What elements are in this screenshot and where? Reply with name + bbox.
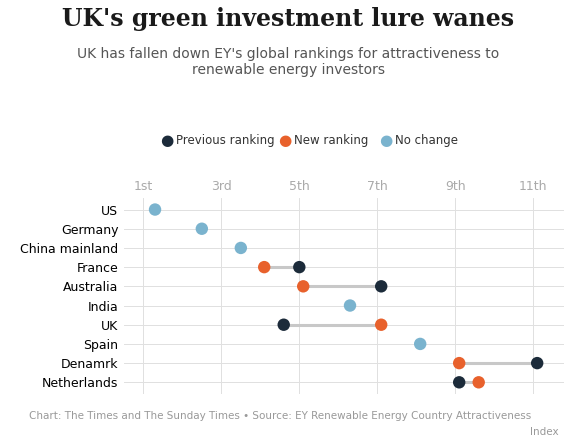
Text: UK's green investment lure wanes: UK's green investment lure wanes: [62, 7, 514, 31]
Point: [236, 244, 245, 251]
Point: [346, 302, 355, 309]
Point: [454, 379, 464, 386]
Point: [377, 283, 386, 290]
Point: [474, 379, 483, 386]
Text: Index: Index: [530, 427, 559, 437]
Text: ●: ●: [278, 133, 292, 148]
Point: [197, 225, 206, 232]
Point: [295, 263, 304, 271]
Text: New ranking: New ranking: [294, 134, 368, 147]
Point: [279, 321, 289, 328]
Text: ●: ●: [379, 133, 393, 148]
Text: ●: ●: [160, 133, 174, 148]
Point: [260, 263, 269, 271]
Text: No change: No change: [395, 134, 457, 147]
Point: [377, 321, 386, 328]
Point: [416, 340, 425, 348]
Point: [454, 360, 464, 367]
Text: Chart: The Times and The Sunday Times • Source: EY Renewable Energy Country Attr: Chart: The Times and The Sunday Times • …: [29, 411, 531, 421]
Text: Previous ranking: Previous ranking: [176, 134, 274, 147]
Point: [533, 360, 542, 367]
Point: [298, 283, 308, 290]
Point: [150, 206, 160, 213]
Text: UK has fallen down EY's global rankings for attractiveness to
renewable energy i: UK has fallen down EY's global rankings …: [77, 47, 499, 77]
